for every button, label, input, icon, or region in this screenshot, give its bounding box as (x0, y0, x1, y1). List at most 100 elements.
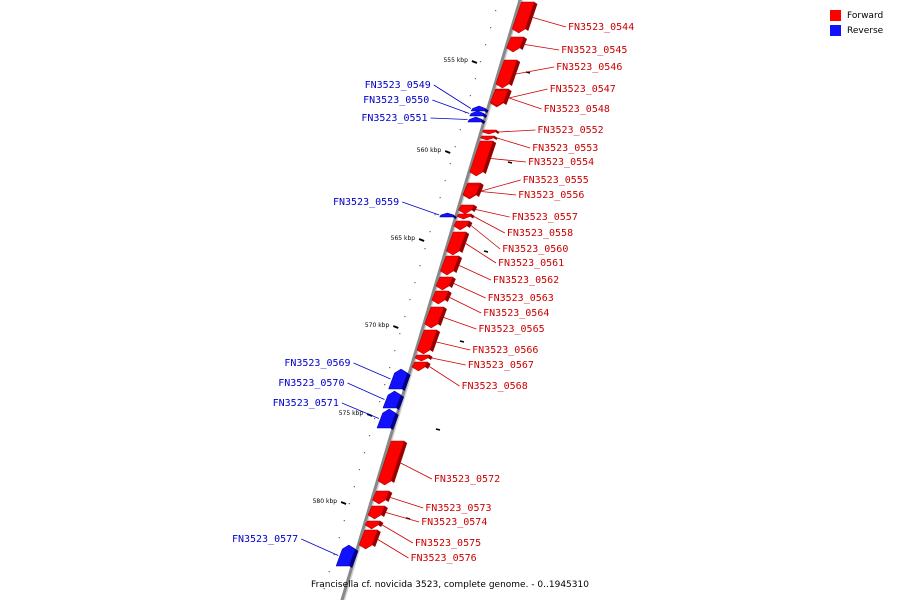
gene-body[interactable] (416, 329, 438, 355)
gene-label[interactable]: FN3523_0549 (365, 80, 431, 91)
gene-body[interactable] (382, 390, 402, 409)
gene-label[interactable]: FN3523_0564 (483, 308, 549, 319)
gene-body[interactable] (372, 490, 390, 505)
gene-label[interactable]: FN3523_0553 (532, 143, 598, 154)
gene-label[interactable]: FN3523_0577 (232, 534, 298, 545)
gene-body[interactable] (467, 116, 483, 123)
gene-label[interactable]: FN3523_0555 (523, 175, 589, 186)
gene-body[interactable] (453, 220, 470, 231)
gene-body[interactable] (481, 129, 497, 135)
gene-body[interactable] (414, 354, 431, 362)
gene-fn3523_0548[interactable]: FN3523_0548 (490, 89, 610, 115)
gene-fn3523_0576[interactable]: FN3523_0576 (358, 529, 477, 564)
gene-body[interactable] (431, 290, 450, 305)
gene-label[interactable]: FN3523_0567 (468, 360, 534, 371)
scale-dot (404, 316, 406, 318)
gene-fn3523_0561[interactable]: FN3523_0561 (446, 231, 564, 269)
gene-label[interactable]: FN3523_0556 (518, 190, 584, 201)
gene-label[interactable]: FN3523_0554 (528, 157, 594, 168)
gene-body[interactable] (358, 529, 379, 550)
gene-label[interactable]: FN3523_0569 (284, 358, 350, 369)
gene-fn3523_0574[interactable]: FN3523_0574 (367, 505, 487, 528)
gene-label[interactable]: FN3523_0544 (568, 22, 634, 33)
gene-label[interactable]: FN3523_0562 (493, 275, 559, 286)
gene-body[interactable] (495, 59, 518, 89)
gene-fn3523_0573[interactable]: FN3523_0573 (372, 490, 492, 514)
gene-fn3523_0558[interactable]: FN3523_0558 (456, 213, 573, 239)
gene-body[interactable] (458, 204, 475, 215)
gene-label[interactable]: FN3523_0550 (363, 95, 429, 106)
gene-label[interactable]: FN3523_0566 (472, 345, 538, 356)
gene-fn3523_0556[interactable]: FN3523_0556 (462, 184, 584, 201)
gene-body[interactable] (462, 184, 481, 199)
gene-label[interactable]: FN3523_0575 (415, 538, 481, 549)
gene-fn3523_0564[interactable]: FN3523_0564 (431, 290, 550, 319)
gene-fn3523_0552[interactable]: FN3523_0552 (481, 125, 604, 136)
gene-fn3523_0551[interactable]: FN3523_0551 (361, 113, 486, 124)
gene-fn3523_0567[interactable]: FN3523_0567 (414, 354, 534, 371)
gene-body[interactable] (469, 110, 485, 117)
gene-label[interactable]: FN3523_0565 (478, 324, 544, 335)
gene-fn3523_0560[interactable]: FN3523_0560 (453, 220, 569, 255)
gene-body[interactable] (490, 89, 509, 107)
gene-fn3523_0553[interactable]: FN3523_0553 (480, 135, 598, 154)
gene-body[interactable] (435, 276, 454, 291)
gene-label[interactable]: FN3523_0547 (550, 84, 616, 95)
gene-label[interactable]: FN3523_0559 (333, 197, 399, 208)
gene-fn3523_0566[interactable]: FN3523_0566 (416, 329, 538, 356)
gene-side (448, 277, 456, 288)
gene-fn3523_0563[interactable]: FN3523_0563 (435, 276, 554, 304)
gene-label[interactable]: FN3523_0551 (361, 113, 427, 124)
gene-label[interactable]: FN3523_0571 (273, 398, 339, 409)
gene-body[interactable] (335, 544, 356, 567)
gene-fn3523_0569[interactable]: FN3523_0569 (284, 358, 411, 391)
gene-fn3523_0562[interactable]: FN3523_0562 (440, 255, 559, 286)
gene-body[interactable] (439, 212, 455, 218)
gene-fn3523_0546[interactable]: FN3523_0546 (495, 59, 622, 89)
gene-label[interactable]: FN3523_0560 (502, 244, 568, 255)
gene-label[interactable]: FN3523_0546 (556, 62, 622, 73)
gene-body[interactable] (511, 1, 535, 34)
gene-body[interactable] (367, 505, 386, 520)
gene-fn3523_0550[interactable]: FN3523_0550 (363, 95, 488, 118)
gene-body[interactable] (411, 361, 429, 372)
gene-label[interactable]: FN3523_0573 (425, 503, 491, 514)
gene-body[interactable] (388, 368, 408, 390)
gene-label[interactable]: FN3523_0558 (507, 228, 573, 239)
gene-body[interactable] (456, 213, 472, 220)
gene-fn3523_0544[interactable]: FN3523_0544 (511, 1, 634, 34)
gene-label[interactable]: FN3523_0576 (410, 553, 476, 564)
gene-fn3523_0557[interactable]: FN3523_0557 (458, 204, 578, 223)
gene-body[interactable] (376, 408, 396, 429)
gene-fn3523_0572[interactable]: FN3523_0572 (377, 440, 500, 486)
gene-fn3523_0570[interactable]: FN3523_0570 (278, 378, 405, 410)
gene-body[interactable] (440, 255, 460, 276)
gene-label[interactable]: FN3523_0570 (278, 378, 344, 389)
gene-fn3523_0545[interactable]: FN3523_0545 (506, 36, 628, 56)
gene-label[interactable]: FN3523_0548 (544, 104, 610, 115)
gene-fn3523_0549[interactable]: FN3523_0549 (365, 80, 489, 113)
gene-fn3523_0554[interactable]: FN3523_0554 (469, 140, 594, 177)
gene-body[interactable] (377, 440, 405, 486)
gene-body[interactable] (470, 105, 486, 112)
gene-body[interactable] (446, 231, 467, 256)
gene-label[interactable]: FN3523_0574 (421, 517, 487, 528)
gene-fn3523_0559[interactable]: FN3523_0559 (333, 197, 457, 219)
gene-label[interactable]: FN3523_0561 (498, 258, 564, 269)
gene-label[interactable]: FN3523_0557 (512, 212, 578, 223)
gene-label[interactable]: FN3523_0568 (461, 381, 527, 392)
gene-body[interactable] (506, 36, 525, 53)
gene-fn3523_0568[interactable]: FN3523_0568 (411, 361, 528, 392)
gene-label[interactable]: FN3523_0545 (561, 45, 627, 56)
gene-label[interactable]: FN3523_0563 (488, 293, 554, 304)
gene-label[interactable]: FN3523_0572 (434, 474, 500, 485)
gene-body[interactable] (364, 520, 381, 530)
gene-fn3523_0571[interactable]: FN3523_0571 (273, 398, 399, 430)
gene-body[interactable] (469, 140, 494, 177)
gene-body[interactable] (480, 135, 496, 141)
gene-fn3523_0565[interactable]: FN3523_0565 (424, 306, 545, 335)
gene-fn3523_0577[interactable]: FN3523_0577 (232, 534, 359, 568)
gene-fn3523_0575[interactable]: FN3523_0575 (364, 520, 481, 549)
gene-label[interactable]: FN3523_0552 (537, 125, 603, 136)
gene-body[interactable] (424, 306, 445, 329)
